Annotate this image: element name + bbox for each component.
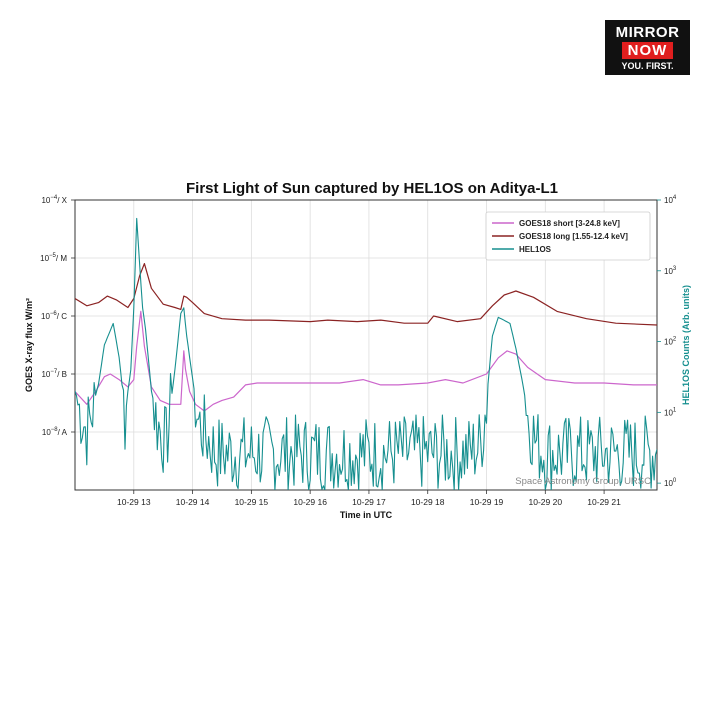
y-left-tick-label: 10−5/ M: [40, 253, 67, 263]
plot-area: [74, 199, 658, 491]
x-tick-label: 10-29 15: [235, 497, 269, 507]
mirror-now-logo: MIRROR NOW YOU. FIRST.: [605, 20, 690, 75]
y-axis-label-left: GOES X-ray flux W/m²: [24, 298, 34, 392]
logo-text: NOW: [621, 41, 674, 59]
x-axis-label: Time in UTC: [340, 510, 393, 520]
y-right-tick-label: 103: [664, 266, 677, 276]
legend-box: [485, 211, 651, 261]
x-tick-label: 10-29 21: [587, 497, 621, 507]
y-left-tick-label: 10−8/ A: [42, 427, 68, 437]
y-right-tick-label: 104: [664, 195, 677, 205]
logo-text: YOU. FIRST.: [621, 60, 674, 71]
x-tick-label: 10-29 18: [411, 497, 445, 507]
x-tick-label: 10-29 19: [470, 497, 504, 507]
y-axis-label-right: HEL1OS Counts (Arb. units): [681, 285, 691, 405]
x-tick-label: 10-29 13: [117, 497, 151, 507]
legend-label: HEL1OS: [519, 245, 552, 254]
x-tick-label: 10-29 20: [529, 497, 563, 507]
x-tick-label: 10-29 16: [293, 497, 327, 507]
x-tick-label: 10-29 14: [176, 497, 210, 507]
y-left-tick-label: 10−4/ X: [41, 195, 67, 205]
series-group: [75, 217, 657, 490]
legend-label: GOES18 long [1.55-12.4 keV]: [519, 232, 628, 241]
y-right-tick-label: 102: [664, 337, 677, 347]
y-left-tick-label: 10−7/ B: [41, 369, 67, 379]
chart-title: First Light of Sun captured by HEL1OS on…: [186, 180, 558, 197]
y-left-tick-label: 10−6/ C: [41, 311, 67, 321]
y-right-tick-label: 100: [664, 478, 677, 488]
x-tick-label: 10-29 17: [352, 497, 386, 507]
watermark: Space Astronomy Group, URSC: [515, 476, 651, 487]
legend: GOES18 short [3-24.8 keV] GOES18 long [1.…: [485, 211, 651, 261]
axes: 10-29 13 10-29 14 10-29 15 10-29 16 10-29 17…: [40, 195, 677, 507]
logo-text: MIRROR: [615, 23, 680, 41]
series-line-0: [75, 310, 657, 412]
y-right-tick-label: 101: [664, 407, 677, 417]
series-line-2: [75, 217, 657, 490]
legend-label: GOES18 short [3-24.8 keV]: [519, 219, 620, 228]
